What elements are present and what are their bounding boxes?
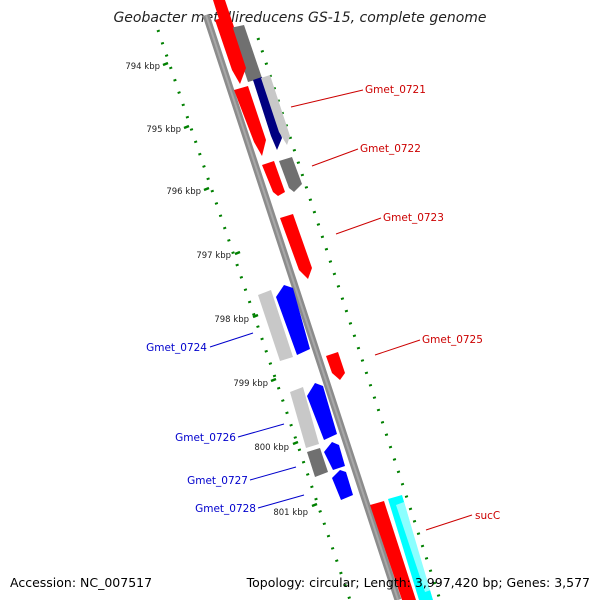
forward-leader-lines xyxy=(290,89,473,531)
gene-label-gmet-0725[interactable]: Gmet_0725 xyxy=(422,334,483,346)
feature-light-gray-upper xyxy=(261,75,290,145)
feature-gmet-0725 xyxy=(326,352,345,380)
reverse-strand-features xyxy=(258,285,353,500)
feature-gmet-0722 xyxy=(262,161,285,196)
gene-label-gmet-0722[interactable]: Gmet_0722 xyxy=(360,143,421,155)
feature-gmet-0724 xyxy=(276,285,310,355)
feature-gmet-0721 xyxy=(234,86,266,156)
gene-label-gmet-0728[interactable]: Gmet_0728 xyxy=(195,503,256,515)
genome-backbone-highlight xyxy=(205,14,399,600)
gene-label-gmet-0727[interactable]: Gmet_0727 xyxy=(187,475,248,487)
feature-red-upper xyxy=(215,16,246,84)
feature-gmet-0728 xyxy=(332,470,353,500)
feature-gray-0724 xyxy=(258,290,293,361)
kbp-label-795: 795 kbp xyxy=(146,125,181,135)
gene-label-gmet-0724[interactable]: Gmet_0724 xyxy=(146,342,207,354)
forward-strand-features xyxy=(213,0,433,600)
reverse-leader-lines xyxy=(209,332,305,509)
feature-top-gray xyxy=(230,25,262,82)
feature-gmet-0726 xyxy=(307,383,337,440)
topology-text: Topology: circular; Length: 3,997,420 bp… xyxy=(246,575,590,590)
kbp-label-797: 797 kbp xyxy=(196,251,231,261)
gene-label-gmet-0721[interactable]: Gmet_0721 xyxy=(365,84,426,96)
feature-navy xyxy=(253,77,282,150)
gene-label-gmet-0723[interactable]: Gmet_0723 xyxy=(383,212,444,224)
feature-gmet-0723 xyxy=(280,214,312,279)
kbp-label-801: 801 kbp xyxy=(273,508,308,518)
feature-gray-0727 xyxy=(307,448,328,477)
feature-gray-0726 xyxy=(290,387,319,448)
feature-gray-0722 xyxy=(279,157,302,192)
outer-tick-row-left xyxy=(156,29,352,600)
kbp-label-799: 799 kbp xyxy=(233,379,268,389)
kbp-tick-marks xyxy=(162,61,318,508)
feature-succ xyxy=(370,501,416,600)
gene-label-gmet-0726[interactable]: Gmet_0726 xyxy=(175,432,236,444)
kbp-label-798: 798 kbp xyxy=(214,315,249,325)
kbp-label-800: 800 kbp xyxy=(254,443,289,453)
kbp-label-796: 796 kbp xyxy=(166,187,201,197)
gene-label-succ[interactable]: sucC xyxy=(475,510,500,522)
feature-gmet-0727 xyxy=(324,442,345,470)
accession-text: Accession: NC_007517 xyxy=(10,575,153,590)
kbp-label-794: 794 kbp xyxy=(125,62,160,72)
